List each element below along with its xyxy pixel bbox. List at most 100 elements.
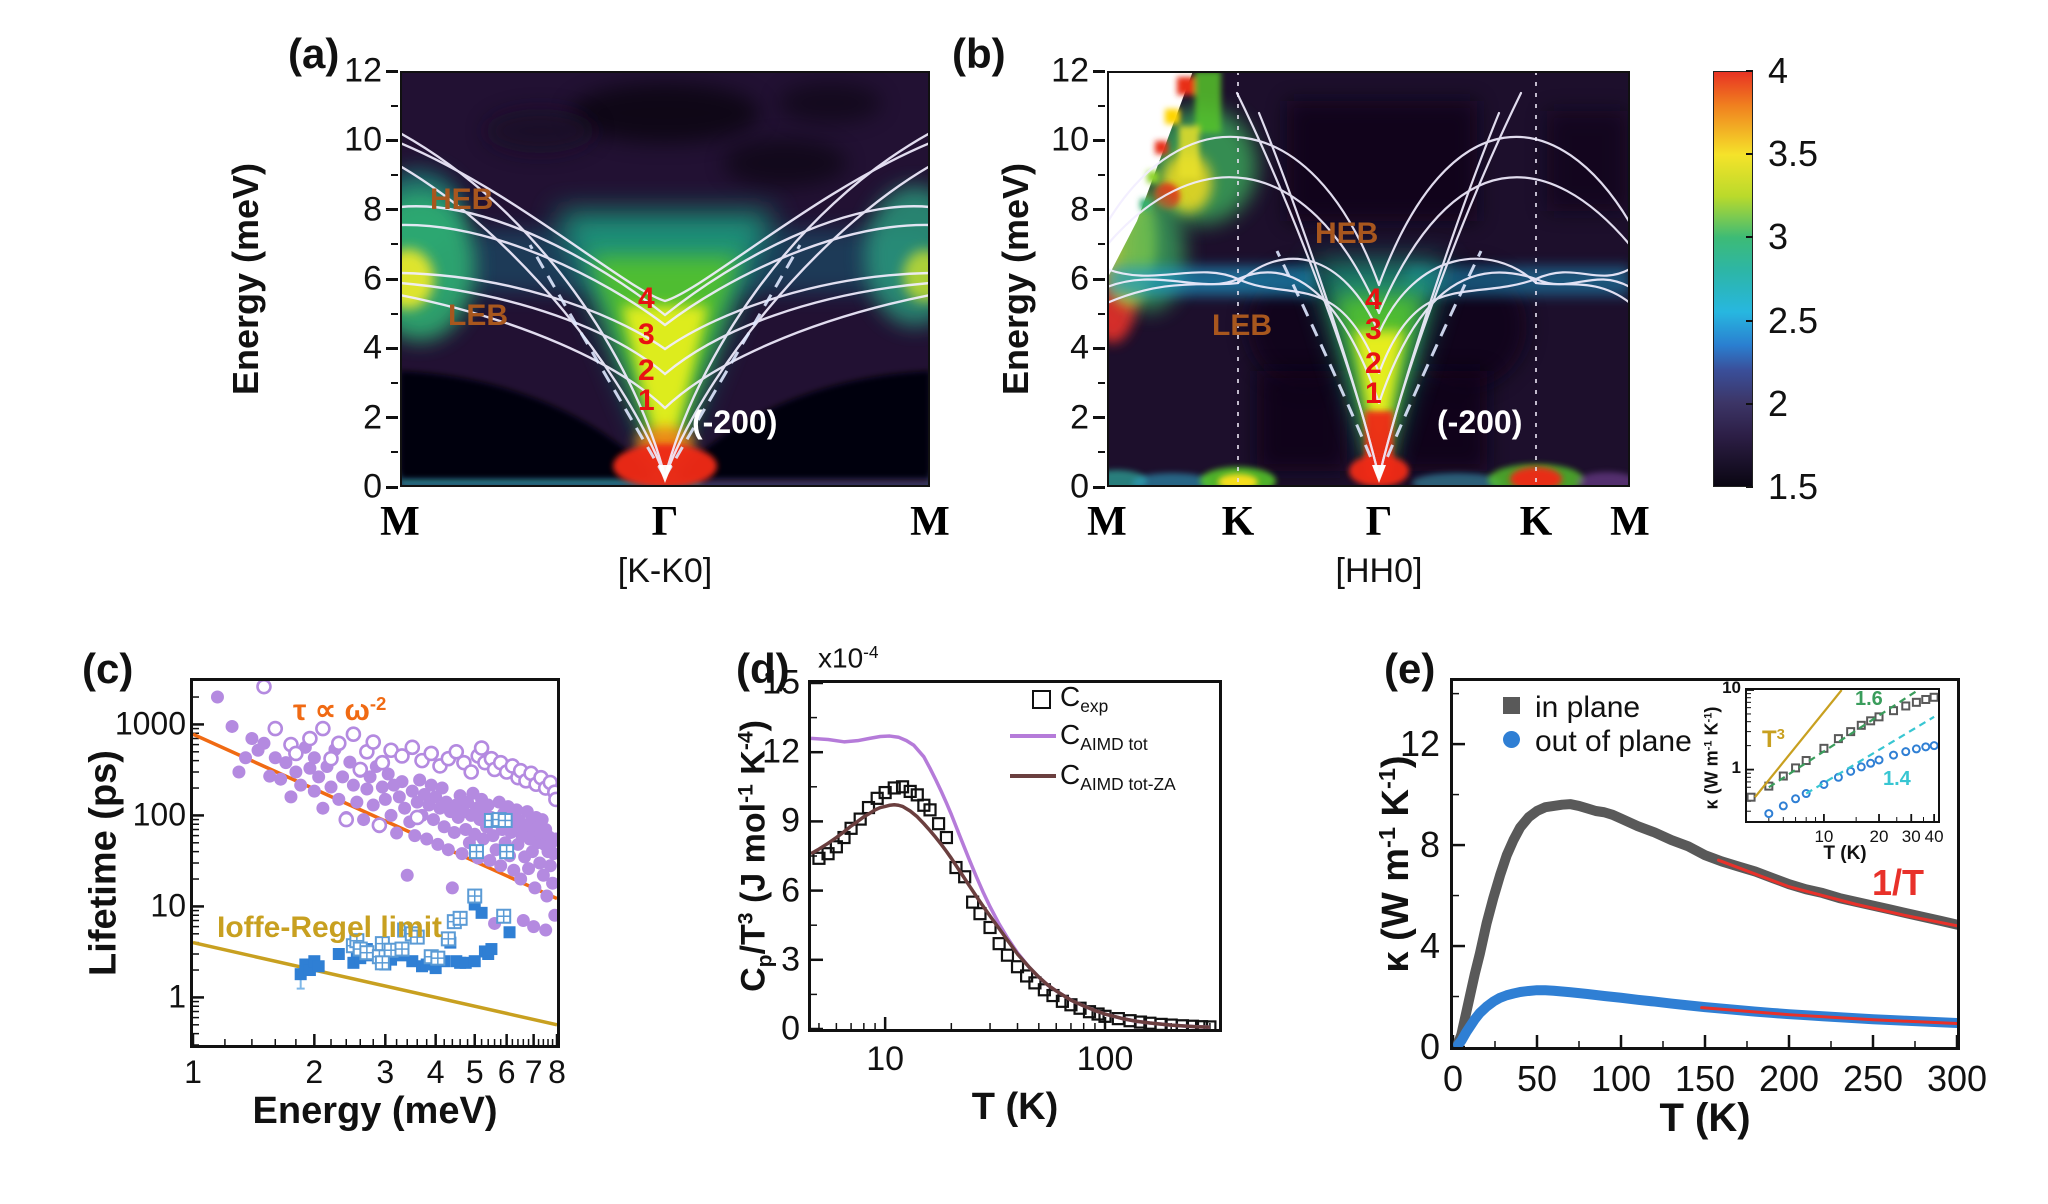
zone-label-a: (-200) — [692, 404, 778, 440]
panel-b-heatmap: HEB LEB 4 3 2 1 (-200) — [1107, 71, 1630, 487]
tick-label: 12 — [344, 51, 382, 90]
tick-label: 40 — [1924, 827, 1944, 846]
tick-label: 10 — [866, 1040, 905, 1078]
b-xtick-M-left: M — [1087, 499, 1127, 545]
tick-mark — [391, 174, 398, 176]
panel-d-scale-label: x10-4 — [818, 642, 879, 674]
tick-label: 6 — [1070, 259, 1089, 298]
panel-d-tag: (d) — [736, 645, 790, 692]
panel-d-chart — [811, 683, 1217, 1029]
legend-aimd-tot-line — [1010, 734, 1056, 738]
legend-out-of-plane-label: out of plane — [1535, 725, 1692, 758]
tick-mark — [1098, 104, 1105, 107]
panel-c-chart — [193, 681, 557, 1045]
inset-tick-label: 1 — [1731, 757, 1741, 777]
colorbar-tick-label: 4 — [1768, 50, 1789, 91]
tick-label: 6 — [363, 259, 382, 298]
tick-label: 10 — [150, 887, 186, 924]
legend-aimd-totza-line — [1010, 774, 1056, 778]
colorbar-tick — [1746, 236, 1753, 239]
inset-tick-label: 10 — [1722, 678, 1741, 697]
tick-label: 0 — [1442, 1058, 1464, 1099]
tick-label: 3 — [376, 1054, 395, 1090]
b-xtick-M-right: M — [1610, 499, 1650, 545]
tick-mark — [391, 451, 398, 454]
tick-mark — [386, 416, 398, 420]
colorbar-tick-label: 3.5 — [1768, 133, 1819, 175]
panel-c-tag: (c) — [82, 645, 134, 692]
level-4-b: 4 — [1365, 283, 1382, 316]
tick-label: 150 — [1674, 1058, 1736, 1099]
panel-b-heatmap-art — [1107, 71, 1630, 487]
colorbar-tick-label: 3 — [1768, 216, 1789, 258]
tick-mark — [386, 485, 398, 489]
colorbar-tick — [1746, 153, 1753, 156]
tick-label: 4 — [1070, 328, 1089, 367]
tick-mark — [386, 346, 398, 350]
heb-label-b: HEB — [1315, 217, 1379, 250]
panel-a-tag: (a) — [288, 30, 340, 77]
tick-label: 200 — [1758, 1058, 1820, 1099]
tick-label: 10 — [344, 120, 382, 159]
legend-exp-label: Cexp — [1060, 681, 1109, 717]
level-1-a: 1 — [638, 384, 655, 417]
phonon-curves-a — [400, 131, 930, 479]
leb-label-a: LEB — [448, 299, 508, 332]
panel-e-chart — [1453, 692, 1957, 1047]
colorbar-tick-label: 2.5 — [1768, 299, 1819, 341]
tick-mark — [386, 208, 398, 212]
tick-label: 10 — [1051, 120, 1089, 159]
tick-mark — [1098, 312, 1105, 315]
tick-label: 8 — [1419, 824, 1440, 866]
panel-e-inset: T3 1.6 1.4 — [1745, 688, 1940, 823]
tick-label: 8 — [363, 190, 382, 229]
level-4-a: 4 — [638, 282, 655, 315]
slope-1-4-label: 1.4 — [1883, 768, 1911, 790]
heb-label-a: HEB — [430, 183, 494, 216]
panel-e-tag: (e) — [1384, 645, 1436, 692]
panel-a-heatmap: HEB LEB 4 3 2 1 (-200) — [400, 71, 930, 487]
colorbar-tick — [1746, 319, 1753, 322]
legend-in-plane-marker — [1503, 697, 1520, 714]
colorbar-tick — [1746, 70, 1753, 72]
b-xtick-K-right: K — [1519, 499, 1553, 545]
level-3-b: 3 — [1365, 313, 1382, 346]
tick-label: 0 — [781, 1009, 800, 1048]
tick-label: 6 — [781, 871, 800, 910]
phonon-curves-b — [1107, 91, 1630, 479]
b-xlabel: [HH0] — [1335, 552, 1423, 590]
panel-d-plot — [808, 680, 1222, 1032]
a-xtick-M-right: M — [910, 499, 950, 545]
tick-label: 100 — [132, 796, 186, 833]
b-xtick-K-left: K — [1221, 499, 1255, 545]
leb-label-b: LEB — [1212, 309, 1272, 342]
tick-mark — [391, 104, 398, 107]
tick-mark — [391, 243, 398, 246]
legend-exp-marker — [1032, 690, 1051, 709]
tick-mark — [1093, 485, 1105, 489]
level-2-a: 2 — [638, 354, 655, 387]
tick-label: 3 — [781, 940, 800, 979]
tick-label: 1 — [168, 978, 186, 1015]
tick-mark — [1093, 208, 1105, 212]
panel-c-ylabel: Lifetime (ps) — [82, 750, 125, 976]
tick-label: 2 — [363, 398, 382, 437]
tick-mark — [1093, 69, 1105, 73]
panel-a-heatmap-art — [400, 71, 930, 487]
tick-mark — [1093, 138, 1105, 142]
t3-label: T3 — [1762, 726, 1785, 753]
zone-label-b: (-200) — [1437, 404, 1523, 440]
panel-d-xlabel: T (K) — [971, 1086, 1059, 1128]
one-over-T-label: 1/T — [1872, 862, 1925, 903]
tick-label: 12 — [762, 732, 800, 771]
tick-mark — [1098, 451, 1105, 454]
panel-b-tag: (b) — [952, 30, 1006, 77]
tick-label: 300 — [1926, 1058, 1988, 1099]
colorbar-tick-label: 1.5 — [1768, 466, 1819, 507]
panel-c-plot: τ ∝ ω-2 Ioffe-Regel limit — [190, 678, 560, 1048]
level-1-b: 1 — [1365, 377, 1382, 410]
colorbar-tick — [1746, 402, 1753, 405]
tick-label: 30 — [1901, 827, 1921, 846]
tick-label: 100 — [1590, 1058, 1652, 1099]
tick-label: 4 — [426, 1054, 445, 1090]
